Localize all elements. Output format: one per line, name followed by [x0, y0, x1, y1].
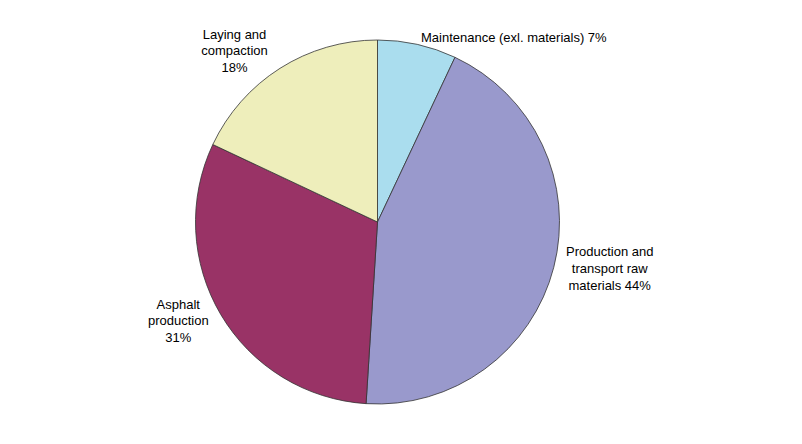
svg-text:Production andtransport rawmat: Production andtransport rawmaterials 44% — [566, 244, 653, 293]
svg-text:Asphaltproduction31%: Asphaltproduction31% — [148, 297, 209, 346]
svg-text:Laying andcompaction18%: Laying andcompaction18% — [201, 27, 267, 76]
svg-text:Maintenance (exl. materials) 7: Maintenance (exl. materials) 7% — [421, 30, 607, 45]
